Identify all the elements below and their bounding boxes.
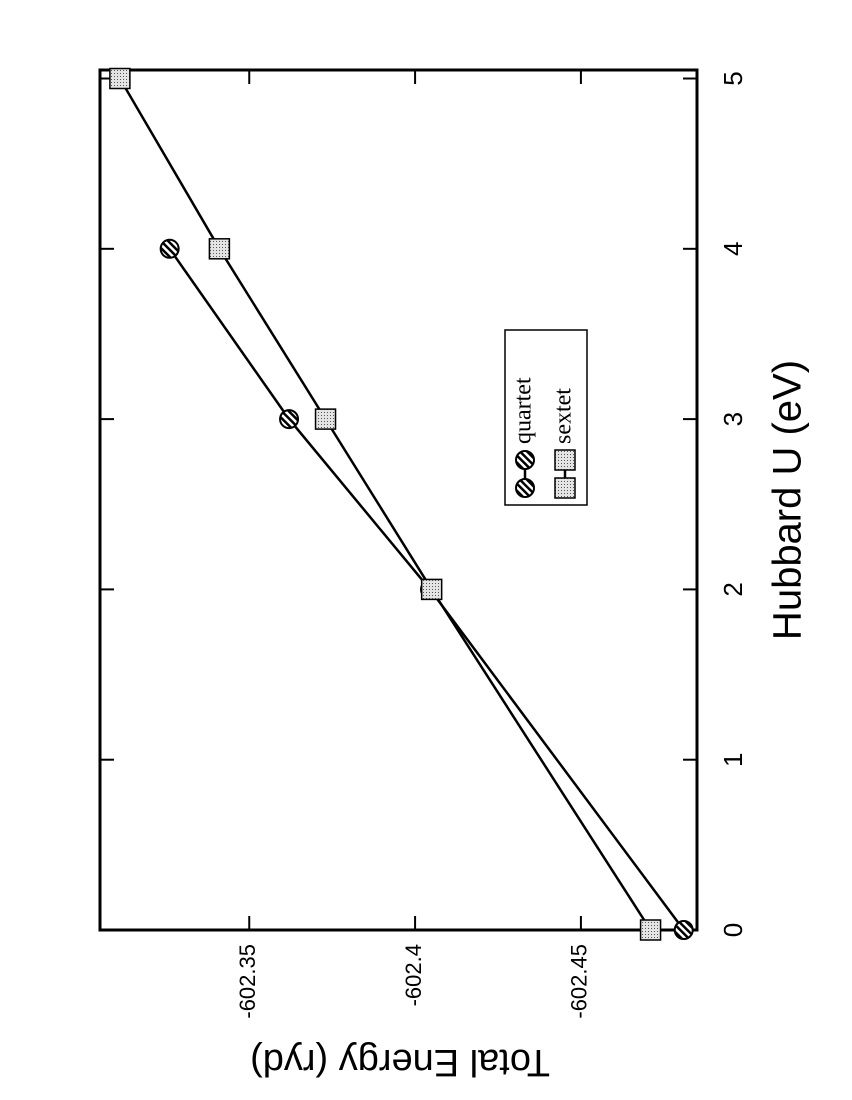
point (109, 67, 131, 90)
point (159, 238, 180, 259)
legend: quartet sextet (504, 329, 588, 506)
x-tick-label: 0 (718, 923, 748, 937)
point (279, 409, 300, 430)
point (420, 578, 443, 601)
point (673, 920, 694, 940)
plot-frame (98, 68, 699, 932)
y-tick-label: -602.4 (401, 944, 426, 1006)
series-line (168, 248, 685, 931)
point (208, 238, 231, 260)
x-tick-label: 3 (718, 412, 748, 426)
legend-label: sextet (551, 388, 577, 444)
x-tick-label: 1 (718, 752, 748, 766)
x-tick-label: 4 (718, 242, 748, 256)
x-tick-label: 5 (718, 71, 748, 85)
legend-marker (515, 478, 535, 498)
point (639, 919, 662, 941)
legend-label: quartet (511, 377, 537, 444)
plot-rotated: Hubbard U (eV) Total Energy (ryd) 0 1 2 3 4 5… (98, 67, 810, 1083)
legend-marker (554, 477, 576, 499)
legend-marker (515, 450, 535, 470)
y-tick-label: -602.35 (235, 944, 260, 1019)
x-tick-label: 2 (718, 582, 748, 596)
legend-marker (554, 449, 576, 471)
x-axis-title: Hubbard U (eV) (766, 360, 810, 640)
y-tick-label: -602.45 (567, 944, 592, 1019)
y-axis-title: Total Energy (ryd) (250, 1041, 550, 1083)
point (314, 408, 337, 430)
